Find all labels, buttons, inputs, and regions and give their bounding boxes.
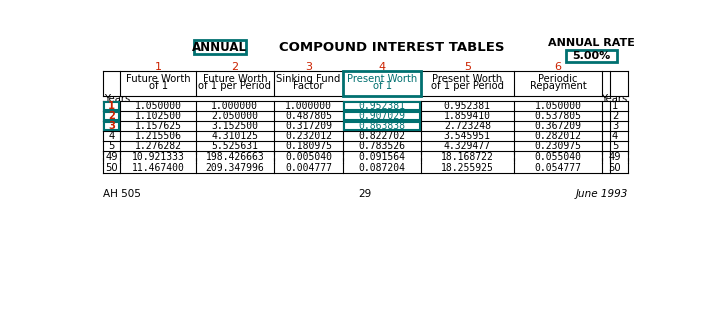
Text: 1: 1 xyxy=(155,62,162,72)
Text: Years: Years xyxy=(104,94,130,104)
Text: 2.050000: 2.050000 xyxy=(211,111,258,121)
Text: Factor: Factor xyxy=(293,81,324,91)
Text: Present Worth: Present Worth xyxy=(347,74,417,84)
Text: 1.157625: 1.157625 xyxy=(135,121,182,131)
Text: 4.310125: 4.310125 xyxy=(211,131,258,141)
Text: AH 505: AH 505 xyxy=(103,189,141,199)
Bar xyxy=(344,112,420,120)
Text: 3: 3 xyxy=(305,62,312,72)
Text: 1: 1 xyxy=(108,101,116,111)
Text: of 1: of 1 xyxy=(372,81,391,91)
Text: Years: Years xyxy=(601,94,627,104)
Text: Repayment: Repayment xyxy=(530,81,586,91)
Text: 0.282012: 0.282012 xyxy=(535,131,582,141)
Text: 0.367209: 0.367209 xyxy=(535,121,582,131)
Text: 1.000000: 1.000000 xyxy=(285,101,332,111)
Text: 3: 3 xyxy=(108,121,115,131)
Text: 0.487805: 0.487805 xyxy=(285,111,332,121)
Text: 209.347996: 209.347996 xyxy=(205,163,265,173)
Text: 6: 6 xyxy=(555,62,562,72)
Text: 4: 4 xyxy=(612,131,618,141)
Text: 0.232012: 0.232012 xyxy=(285,131,332,141)
Text: 4: 4 xyxy=(108,131,115,141)
Text: 50: 50 xyxy=(609,163,621,173)
Text: 0.005040: 0.005040 xyxy=(285,152,332,162)
Text: 0.004777: 0.004777 xyxy=(285,163,332,173)
Text: 0.230975: 0.230975 xyxy=(535,141,582,151)
Text: 50: 50 xyxy=(106,163,118,173)
Text: 0.317209: 0.317209 xyxy=(285,121,332,131)
Text: 18.168722: 18.168722 xyxy=(441,152,494,162)
Text: 2: 2 xyxy=(612,111,618,121)
Text: 1.000000: 1.000000 xyxy=(211,101,258,111)
Text: 1.102500: 1.102500 xyxy=(135,111,182,121)
Text: 0.863838: 0.863838 xyxy=(359,121,406,131)
Text: Present Worth: Present Worth xyxy=(432,74,503,84)
Text: of 1 per Period: of 1 per Period xyxy=(198,81,272,91)
Text: COMPOUND INTEREST TABLES: COMPOUND INTEREST TABLES xyxy=(279,41,504,54)
Bar xyxy=(194,40,246,54)
Text: 1.215506: 1.215506 xyxy=(135,131,182,141)
Text: 1.050000: 1.050000 xyxy=(535,101,582,111)
Text: Future Worth: Future Worth xyxy=(125,74,190,84)
Text: 5: 5 xyxy=(464,62,471,72)
Text: of 1: of 1 xyxy=(148,81,168,91)
Text: Present Worth: Present Worth xyxy=(347,74,417,84)
Text: 1: 1 xyxy=(612,101,618,111)
Text: ANNUAL RATE: ANNUAL RATE xyxy=(548,38,635,48)
Text: 4.329477: 4.329477 xyxy=(443,141,491,151)
Text: Periodic: Periodic xyxy=(538,74,578,84)
Bar xyxy=(565,50,617,62)
Text: 10.921333: 10.921333 xyxy=(132,152,185,162)
Text: 3.152500: 3.152500 xyxy=(211,121,258,131)
Text: 0.952381: 0.952381 xyxy=(443,101,491,111)
Text: Future Worth: Future Worth xyxy=(202,74,267,84)
Text: 4: 4 xyxy=(379,62,386,72)
Text: 0.091564: 0.091564 xyxy=(359,152,406,162)
Text: 49: 49 xyxy=(106,152,118,162)
Text: 29: 29 xyxy=(359,189,371,199)
Text: of 1: of 1 xyxy=(372,81,391,91)
Text: 11.467400: 11.467400 xyxy=(132,163,185,173)
Text: 49: 49 xyxy=(609,152,621,162)
Text: 0.087204: 0.087204 xyxy=(359,163,406,173)
Bar xyxy=(104,112,119,120)
Text: 5: 5 xyxy=(108,141,115,151)
Text: 0.055040: 0.055040 xyxy=(535,152,582,162)
Text: 3.545951: 3.545951 xyxy=(443,131,491,141)
Text: 2: 2 xyxy=(108,111,115,121)
Text: 0.537805: 0.537805 xyxy=(535,111,582,121)
Text: June 1993: June 1993 xyxy=(575,189,627,199)
Text: 5.525631: 5.525631 xyxy=(211,141,258,151)
Text: 0.054777: 0.054777 xyxy=(535,163,582,173)
Bar xyxy=(344,71,421,95)
Bar xyxy=(104,102,119,110)
Text: 0.783526: 0.783526 xyxy=(359,141,406,151)
Bar xyxy=(104,122,119,130)
Text: 198.426663: 198.426663 xyxy=(205,152,265,162)
Text: 3: 3 xyxy=(612,121,618,131)
Text: 1.050000: 1.050000 xyxy=(135,101,182,111)
Text: 5: 5 xyxy=(612,141,618,151)
Text: 0.863838: 0.863838 xyxy=(359,121,406,131)
Text: 2.723248: 2.723248 xyxy=(443,121,491,131)
Text: 5.00%: 5.00% xyxy=(573,51,610,61)
Text: 0.907029: 0.907029 xyxy=(359,111,406,121)
Bar xyxy=(344,102,420,110)
Text: 0.952381: 0.952381 xyxy=(359,101,406,111)
Text: 18.255925: 18.255925 xyxy=(441,163,494,173)
Text: 0.907029: 0.907029 xyxy=(359,111,406,121)
Text: Sinking Fund: Sinking Fund xyxy=(276,74,341,84)
Text: 0.952381: 0.952381 xyxy=(359,101,406,111)
Text: 1.859410: 1.859410 xyxy=(443,111,491,121)
Text: 1.276282: 1.276282 xyxy=(135,141,182,151)
Text: 2: 2 xyxy=(231,62,238,72)
Text: ANNUAL: ANNUAL xyxy=(193,41,247,54)
Text: of 1 per Period: of 1 per Period xyxy=(431,81,504,91)
Text: 0.180975: 0.180975 xyxy=(285,141,332,151)
Bar xyxy=(344,122,420,130)
Text: 0.822702: 0.822702 xyxy=(359,131,406,141)
